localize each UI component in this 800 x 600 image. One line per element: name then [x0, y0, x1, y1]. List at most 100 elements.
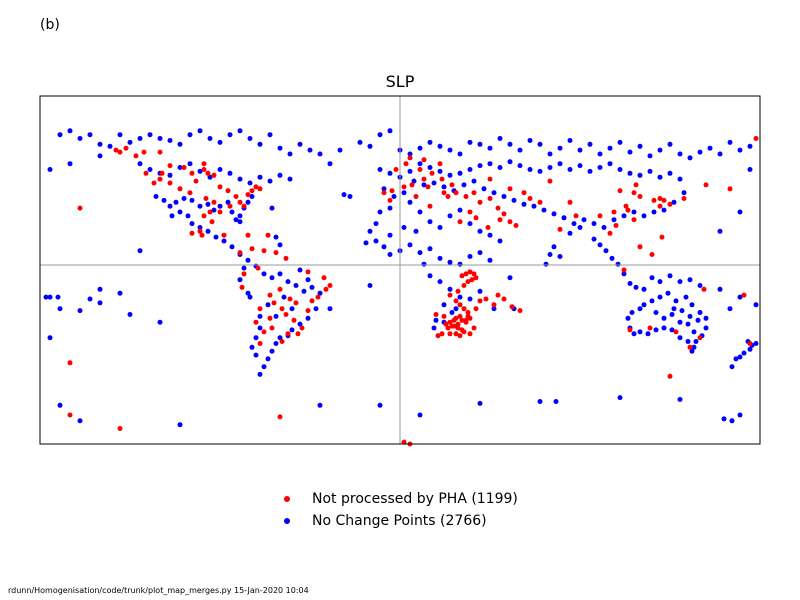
not-processed-point	[703, 182, 709, 188]
no-change-point	[367, 228, 373, 234]
no-change-point	[667, 273, 673, 279]
not-processed-point	[271, 300, 277, 306]
no-change-point	[273, 341, 279, 346]
no-change-point	[447, 213, 453, 219]
no-change-point	[683, 294, 689, 300]
legend-marker-blue	[284, 518, 290, 524]
no-change-point	[153, 194, 159, 199]
not-processed-point	[381, 190, 387, 196]
legend-label-not-processed: Not processed by PHA (1199)	[312, 491, 518, 507]
not-processed-point	[625, 207, 631, 213]
not-processed-point	[393, 167, 399, 172]
no-change-point	[197, 203, 203, 209]
no-change-point	[543, 261, 549, 267]
not-processed-point	[459, 317, 465, 323]
no-change-point	[273, 313, 279, 319]
no-change-point	[177, 165, 183, 170]
no-change-point	[237, 128, 243, 134]
not-processed-point	[267, 315, 273, 321]
no-change-point	[437, 168, 443, 174]
not-processed-point	[255, 265, 261, 271]
no-change-point	[521, 201, 527, 207]
no-change-point	[233, 217, 239, 223]
no-change-point	[289, 327, 295, 333]
no-change-point	[627, 170, 633, 176]
not-processed-point	[189, 170, 195, 176]
not-processed-point	[447, 292, 453, 298]
no-change-point	[685, 339, 691, 344]
no-change-point	[627, 149, 633, 155]
footer-text: rdunn/Homogenisation/code/trunk/plot_map…	[8, 586, 309, 595]
not-processed-point	[435, 333, 441, 339]
not-processed-point	[461, 329, 467, 335]
no-change-point	[97, 141, 103, 147]
not-processed-point	[309, 298, 315, 304]
no-change-point	[305, 315, 311, 321]
not-processed-point	[261, 248, 267, 254]
no-change-point	[741, 350, 747, 356]
no-change-point	[687, 155, 693, 161]
not-processed-point	[453, 331, 459, 337]
not-processed-point	[623, 203, 629, 209]
no-change-point	[277, 172, 283, 178]
no-change-point	[697, 283, 703, 288]
not-processed-point	[567, 199, 573, 205]
not-processed-point	[613, 223, 619, 228]
no-change-point	[367, 143, 373, 149]
not-processed-point	[451, 317, 457, 323]
no-change-point	[287, 176, 293, 182]
not-processed-point	[443, 321, 449, 327]
not-processed-point	[491, 302, 497, 308]
legend-marker-red	[284, 496, 290, 502]
not-processed-point	[621, 267, 627, 273]
no-change-point	[453, 306, 459, 312]
no-change-point	[297, 141, 303, 147]
chart-title: SLP	[385, 72, 415, 91]
not-processed-point	[113, 147, 119, 153]
no-change-point	[387, 252, 393, 257]
no-change-point	[703, 325, 709, 331]
no-change-point	[237, 277, 243, 283]
no-change-point	[717, 151, 723, 157]
not-processed-point	[697, 335, 703, 341]
no-change-point	[189, 197, 195, 203]
no-change-point	[211, 207, 217, 213]
no-change-point	[577, 163, 583, 169]
no-change-point	[621, 271, 627, 277]
no-change-point	[645, 331, 651, 337]
not-processed-point	[199, 232, 205, 238]
no-change-point	[467, 254, 473, 259]
not-processed-point	[77, 205, 83, 211]
no-change-point	[587, 141, 593, 147]
no-change-point	[537, 168, 543, 174]
not-processed-point	[701, 286, 707, 292]
no-change-point	[177, 141, 183, 147]
not-processed-point	[241, 271, 247, 277]
no-change-point	[501, 194, 507, 199]
no-change-point	[591, 236, 597, 242]
not-processed-point	[225, 188, 231, 194]
no-change-point	[665, 290, 671, 296]
no-change-point	[77, 136, 83, 141]
not-processed-point	[221, 232, 227, 238]
no-change-point	[117, 132, 123, 138]
not-processed-point	[421, 157, 427, 163]
not-processed-point	[447, 331, 453, 337]
no-change-point	[587, 168, 593, 174]
no-change-point	[267, 178, 273, 184]
no-change-point	[647, 153, 653, 159]
not-processed-point	[467, 331, 473, 337]
legend-entry-no-change: No Change Points (2766)	[284, 510, 518, 532]
not-processed-point	[473, 215, 479, 221]
not-processed-point	[197, 228, 203, 234]
not-processed-point	[647, 325, 653, 331]
no-change-point	[657, 174, 663, 180]
not-processed-point	[517, 308, 523, 314]
no-change-point	[197, 128, 203, 134]
not-processed-point	[457, 333, 463, 339]
no-change-point	[265, 302, 271, 308]
no-change-point	[691, 344, 697, 350]
not-processed-point	[667, 373, 673, 379]
no-change-point	[687, 313, 693, 319]
